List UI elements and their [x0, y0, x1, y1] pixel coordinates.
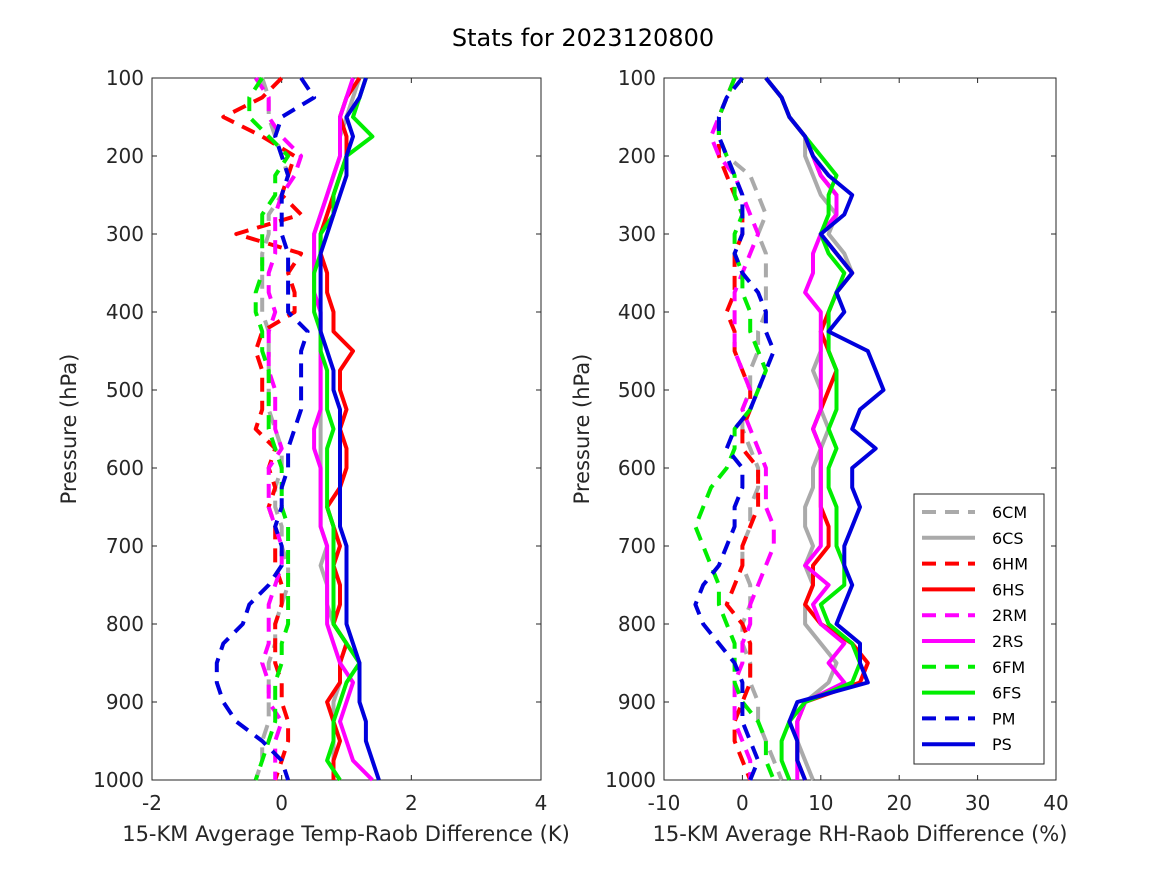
- rh-series-2rm: [709, 77, 776, 780]
- rh-x-tick-label: 40: [1043, 791, 1068, 815]
- legend-entries: 6CM 6CS 6HM 6HS 2RM 2RS 6FM 6FS PM PS: [922, 503, 1028, 754]
- temp-y-tick-label: 1000: [93, 768, 144, 792]
- legend-label-pm: PM: [992, 709, 1015, 728]
- temp-x-tick-label: 0: [275, 791, 288, 815]
- temp-y-tick-label: 800: [106, 612, 144, 636]
- temp-series-2rm: [254, 76, 304, 780]
- rh-y-tick-label: 600: [618, 456, 656, 480]
- temp-y-axis-label: Pressure (hPa): [57, 354, 81, 505]
- temp-x-tick-label: 4: [535, 791, 548, 815]
- temp-series-lines: [214, 76, 381, 782]
- temp-y-tick-label: 100: [106, 66, 144, 90]
- temp-series-ps: [318, 77, 381, 781]
- rh-series-6cm: [716, 77, 784, 781]
- legend-label-6fs: 6FS: [992, 684, 1021, 703]
- rh-x-tick-label: -10: [648, 791, 681, 815]
- legend-label-6cs: 6CS: [992, 529, 1024, 548]
- legend-label-6fm: 6FM: [992, 658, 1025, 677]
- temp-y-tick-label: 600: [106, 456, 144, 480]
- rh-y-tick-label: 800: [618, 612, 656, 636]
- temp-series-pm: [214, 76, 317, 781]
- rh-y-tick-label: 300: [618, 222, 656, 246]
- rh-y-tick-label: 900: [618, 690, 656, 714]
- rh-y-axis-label: Pressure (hPa): [570, 354, 594, 505]
- temp-y-tick-label: 900: [106, 690, 144, 714]
- temp-panel: -2 0 2 4 100 200 300 400 500 600 700 800 900 1000 15…: [57, 66, 570, 846]
- rh-series-ps: [764, 76, 886, 781]
- legend-box: [913, 493, 1045, 765]
- figure-title: Stats for 2023120800: [452, 24, 714, 52]
- rh-x-tick-label: 20: [886, 791, 911, 815]
- temp-y-tick-label: 500: [106, 378, 144, 402]
- rh-y-tick-label: 400: [618, 300, 656, 324]
- rh-x-tick-label: 0: [736, 791, 749, 815]
- rh-y-tick-label: 700: [618, 534, 656, 558]
- rh-series-2rs: [764, 76, 847, 780]
- temp-y-ticks: 100 200 300 400 500 600 700 800 900 1000: [93, 66, 541, 792]
- temp-y-tick-label: 300: [106, 222, 144, 246]
- legend-label-6hm: 6HM: [992, 555, 1028, 574]
- rh-y-ticks: 100 200 300 400 500 600 700 800 900 1000: [605, 66, 1056, 792]
- temp-x-tick-label: 2: [405, 791, 418, 815]
- rh-y-tick-label: 100: [618, 66, 656, 90]
- rh-panel: -10 0 10 20 30 40 100 200 300 400 500 600 700 800 900…: [570, 66, 1069, 846]
- rh-y-tick-label: 500: [618, 378, 656, 402]
- legend-label-ps: PS: [992, 735, 1012, 754]
- rh-y-tick-label: 200: [618, 144, 656, 168]
- rh-y-tick-label: 1000: [605, 768, 656, 792]
- temp-series-6fm: [247, 76, 291, 781]
- legend-label-6hs: 6HS: [992, 580, 1024, 599]
- legend: 6CM 6CS 6HM 6HS 2RM 2RS 6FM 6FS PM PS: [913, 493, 1045, 765]
- rh-x-ticks: -10 0 10 20 30 40: [648, 78, 1069, 815]
- legend-label-6cm: 6CM: [992, 503, 1027, 522]
- rh-x-tick-label: 30: [965, 791, 990, 815]
- rh-series-pm: [693, 76, 776, 781]
- temp-y-tick-label: 700: [106, 534, 144, 558]
- rh-x-tick-label: 10: [808, 791, 833, 815]
- temp-x-axis-label: 15-KM Avgerage Temp-Raob Difference (K): [122, 822, 570, 846]
- temp-y-tick-label: 400: [106, 300, 144, 324]
- temp-x-tick-label: -2: [142, 791, 162, 815]
- rh-x-axis-label: 15-KM Average RH-Raob Difference (%): [653, 822, 1068, 846]
- legend-label-2rm: 2RM: [992, 606, 1027, 625]
- temp-y-tick-label: 200: [106, 144, 144, 168]
- rh-series-lines: [693, 76, 886, 781]
- temp-series-2rs: [312, 77, 374, 782]
- legend-label-2rs: 2RS: [992, 632, 1023, 651]
